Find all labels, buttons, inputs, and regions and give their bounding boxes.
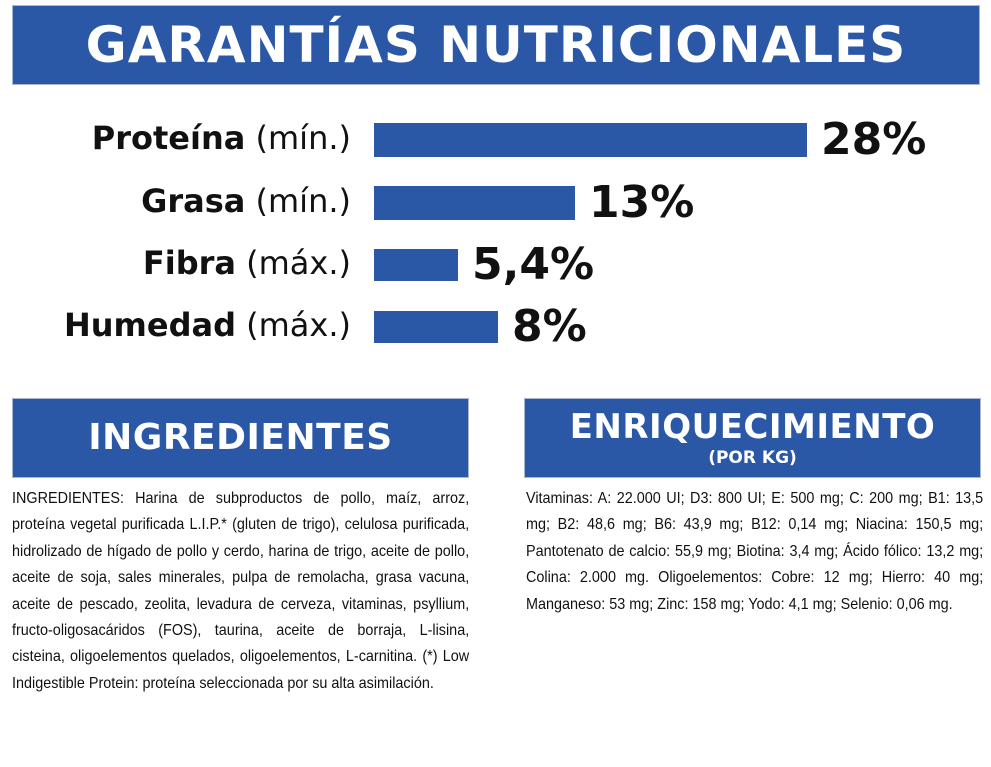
bar-humedad [374,311,498,343]
enrichment-subheading: (POR KG) [708,447,797,468]
value-label-proteína: 28% [821,114,927,165]
value-label-humedad: 8% [512,301,587,352]
row-label-humedad: Humedad (máx.) [64,309,351,341]
value-label-fibra: 5,4% [472,239,595,290]
bar-fibra [374,249,458,281]
category-qualifier: (máx.) [235,244,351,282]
row-label-grasa: Grasa (mín.) [141,185,351,217]
ingredients-banner: INGREDIENTES [12,398,469,478]
category-qualifier: (mín.) [245,119,351,157]
bar-grasa [374,186,575,220]
page-title: GARANTÍAS NUTRICIONALES [85,16,907,74]
ingredients-text: INGREDIENTES: Harina de subproductos de … [12,490,470,692]
ingredients-heading: INGREDIENTES [88,417,393,458]
enrichment-heading: ENRIQUECIMIENTO [569,406,936,447]
category-qualifier: (mín.) [245,182,351,220]
category-name: Grasa [141,182,246,220]
value-label-grasa: 13% [589,177,695,228]
enrichment-text: Vitaminas: A: 22.000 UI; D3: 800 UI; E: … [526,490,984,613]
row-label-fibra: Fibra (máx.) [143,247,351,279]
category-name: Proteína [91,119,246,157]
category-qualifier: (máx.) [235,306,351,344]
row-label-proteína: Proteína (mín.) [92,122,351,154]
title-banner: GARANTÍAS NUTRICIONALES [12,5,980,85]
enrichment-banner: ENRIQUECIMIENTO (POR KG) [524,398,981,478]
category-name: Humedad [63,306,236,344]
category-name: Fibra [142,244,236,282]
bar-proteína [374,123,807,157]
